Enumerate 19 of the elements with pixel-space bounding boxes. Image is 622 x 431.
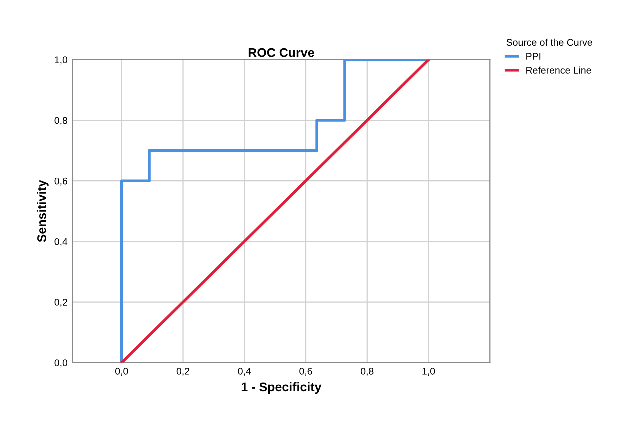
legend-label: Reference Line <box>526 66 592 74</box>
x-tick-label: 0,8 <box>361 368 374 376</box>
chart-title: ROC Curve <box>248 48 314 58</box>
x-tick-label: 1,0 <box>422 368 436 376</box>
x-tick-label: 0,0 <box>116 368 128 376</box>
y-tick-label: 0,0 <box>54 360 68 368</box>
x-tick-label: 0,4 <box>238 368 252 376</box>
x-tick-label: 0,6 <box>300 368 312 376</box>
x-tick-label: 0,2 <box>176 368 190 376</box>
legend-label: PPI <box>526 53 541 60</box>
y-tick-label: 0,8 <box>54 117 68 126</box>
legend-title: Source of the Curve <box>506 38 592 46</box>
x-axis-title: 1 - Specificity <box>242 382 322 394</box>
y-tick-label: 0,6 <box>54 178 68 186</box>
y-tick-label: 0,4 <box>54 238 68 246</box>
y-axis-title: Sensitivity <box>37 180 49 242</box>
y-tick-label: 0,2 <box>54 299 68 308</box>
line-series <box>120 60 430 363</box>
y-tick-label: 1,0 <box>55 56 68 65</box>
